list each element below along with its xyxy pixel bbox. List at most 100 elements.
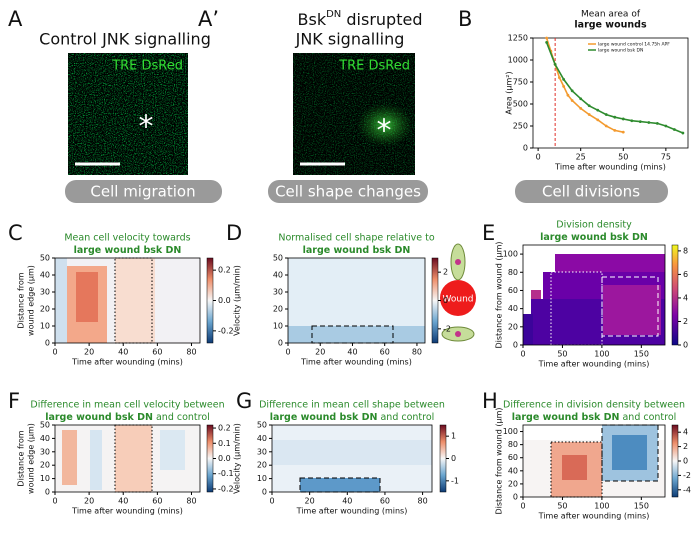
colorbar-tick-label: -0.2 xyxy=(218,326,234,335)
colorbar-tick-label: 8 xyxy=(683,246,688,255)
y-tick-label: 40 xyxy=(273,271,283,280)
y-tick-label: 80 xyxy=(508,268,518,277)
y-axis-label: wound edge (μm) xyxy=(27,265,36,336)
colorbar-tick-label: 0 xyxy=(451,454,456,463)
chart-title: large wound bsk DN xyxy=(303,245,411,256)
y-tick-label: 0 xyxy=(523,144,528,153)
colorbar-label: Velocity (μm/min) xyxy=(233,423,242,494)
y-tick-label: 50 xyxy=(273,254,283,263)
y-tick-label: 1250 xyxy=(508,34,528,43)
highlight-box xyxy=(299,477,381,493)
x-tick-label: 80 xyxy=(412,348,422,357)
y-tick-label: 1000 xyxy=(508,56,528,65)
y-tick-label: 10 xyxy=(40,322,50,331)
y-axis-label: Distance from xyxy=(17,272,26,328)
series-point xyxy=(604,113,608,116)
wound-icon xyxy=(440,280,476,316)
y-tick-label: 0 xyxy=(278,339,283,348)
colorbar-tick-label: 2 xyxy=(683,442,688,451)
heatmap-cell xyxy=(272,440,432,465)
heatmap-g xyxy=(272,425,432,493)
panel-label: A’ xyxy=(198,7,219,31)
colorbar-tick-label: 0.2 xyxy=(218,266,231,275)
colorbar-tick-label: -1 xyxy=(451,476,459,485)
x-axis-label: Time after wounding (mins) xyxy=(296,507,408,516)
colorbar-label: Velocity (μm/min) xyxy=(233,265,242,336)
y-tick-label: 60 xyxy=(508,286,518,295)
colorbar-tick-label: 0.1 xyxy=(218,439,231,448)
y-tick-label: 40 xyxy=(508,304,518,313)
legend-label: large wound bsk DN xyxy=(598,48,643,54)
y-tick-label: 30 xyxy=(273,288,283,297)
y-tick-label: 750 xyxy=(513,78,528,87)
series-point xyxy=(613,115,617,119)
x-tick-label: 150 xyxy=(634,350,649,359)
x-tick-label: 80 xyxy=(186,348,196,357)
series-point xyxy=(630,119,634,123)
x-tick-label: 100 xyxy=(594,350,609,359)
y-axis-label: wound edge (μm) xyxy=(27,423,36,494)
x-axis-label: Time after wounding (mins) xyxy=(300,358,412,367)
y-axis-label: Distance from wound (μm) xyxy=(495,241,504,348)
panel-label: H xyxy=(482,389,498,413)
colorbar-tick-label: 0 xyxy=(683,457,688,466)
panel-label: C xyxy=(8,221,23,245)
x-axis-label: Time after wounding (mins) xyxy=(71,507,183,516)
series-point xyxy=(562,77,566,81)
y-tick-label: 100 xyxy=(503,250,518,259)
title-rest: and control xyxy=(619,412,676,423)
series-point xyxy=(570,89,574,93)
colorbar-tick-label: -2 xyxy=(443,324,451,333)
y-tick-label: 40 xyxy=(40,271,50,280)
title-part: disrupted xyxy=(341,10,422,29)
colorbar-tick-label: -2 xyxy=(683,471,691,480)
panel-label: G xyxy=(236,389,252,413)
colorbar xyxy=(671,244,679,346)
series-point xyxy=(570,99,574,102)
colorbar-tick-label: -0.1 xyxy=(218,469,234,478)
series-point xyxy=(596,108,600,112)
chart-title: Difference in mean cell velocity between xyxy=(30,400,224,411)
x-tick-label: 20 xyxy=(315,348,325,357)
x-tick-label: 20 xyxy=(305,497,315,506)
colorbar xyxy=(206,424,214,493)
image-title: JNK signalling xyxy=(295,30,405,49)
series-point xyxy=(579,107,583,110)
x-tick-label: 50 xyxy=(557,502,567,511)
y-tick-label: 80 xyxy=(508,440,518,449)
x-axis-label: Time after wounding (mins) xyxy=(538,512,650,521)
y-tick-label: 10 xyxy=(40,474,50,483)
series-point xyxy=(562,85,566,88)
y-tick-label: 0 xyxy=(45,488,50,497)
y-tick-label: 0 xyxy=(262,488,267,497)
x-tick-label: 20 xyxy=(84,348,94,357)
heatmap-cell xyxy=(523,314,533,345)
heatmap-cell xyxy=(76,272,98,322)
panel-label: B xyxy=(458,7,472,31)
series-point xyxy=(672,128,676,131)
colorbar-tick-label: 4 xyxy=(683,293,688,302)
plot-frame xyxy=(522,244,666,346)
micrograph-glow xyxy=(357,103,413,147)
x-tick-label: 40 xyxy=(342,497,352,506)
panel-label: F xyxy=(8,389,20,413)
highlight-box xyxy=(550,271,603,346)
series-point xyxy=(587,104,591,108)
title-bold: large wound bsk DN xyxy=(512,412,620,423)
y-tick-label: 30 xyxy=(40,288,50,297)
plot-frame xyxy=(522,424,666,498)
chart-title: large wound bsk DN and control xyxy=(270,412,435,423)
series-point xyxy=(579,97,583,101)
x-tick-label: 40 xyxy=(347,348,357,357)
colorbar-tick-label: 1 xyxy=(451,432,456,441)
x-tick-label: 0 xyxy=(520,350,525,359)
x-tick-label: 0 xyxy=(520,502,525,511)
y-tick-label: 20 xyxy=(40,461,50,470)
plot-frame xyxy=(54,424,201,493)
y-tick-label: 10 xyxy=(257,474,267,483)
chart-title: Difference in division density between xyxy=(503,400,685,411)
colorbar xyxy=(206,257,214,344)
title-rest: and control xyxy=(153,412,210,423)
chart-title: large wound bsk DN xyxy=(74,245,182,256)
title-bold: large wound bsk DN xyxy=(270,412,378,423)
